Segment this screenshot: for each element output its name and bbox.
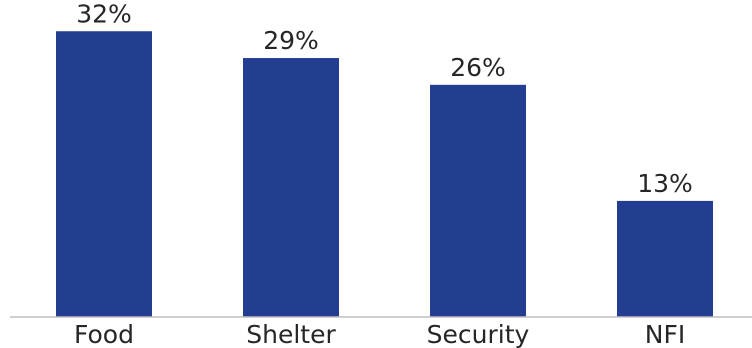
bar-shelter: [243, 58, 339, 317]
bar-security: [430, 84, 526, 317]
data-label-shelter: 29%: [263, 26, 319, 55]
bars-group: [56, 31, 713, 318]
data-label-food: 32%: [76, 0, 132, 28]
bar-food: [56, 31, 152, 318]
bar-nfi: [617, 200, 713, 317]
data-label-nfi: 13%: [637, 169, 693, 198]
x-tick-label-shelter: Shelter: [246, 320, 336, 348]
x-tick-label-nfi: NFI: [645, 320, 685, 348]
data-labels-group: 32% 29% 26% 13%: [76, 0, 693, 198]
x-tick-label-food: Food: [74, 320, 134, 348]
x-tick-label-security: Security: [427, 320, 530, 348]
x-tick-labels-group: Food Shelter Security NFI: [74, 320, 685, 348]
data-label-security: 26%: [450, 53, 506, 82]
